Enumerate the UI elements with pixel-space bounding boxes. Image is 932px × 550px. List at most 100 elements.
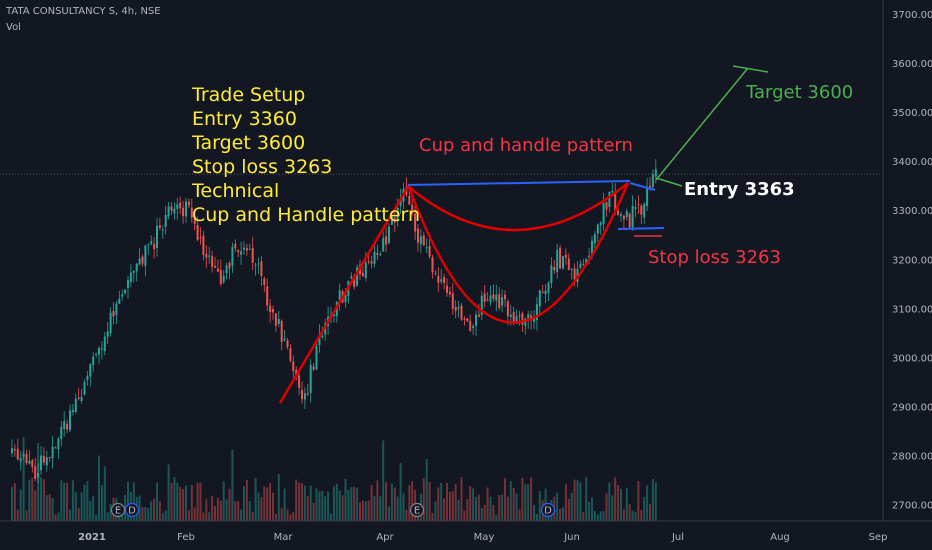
volume-bar [164,510,167,521]
candle-body [34,466,37,479]
volume-bar [89,500,92,521]
volume-bar [42,479,45,521]
candle-body [321,335,324,338]
price-tick-label: 3300.00 [892,206,932,217]
volume-bar [364,501,367,521]
volume-bar [318,491,321,521]
candle-body [570,268,573,270]
volume-bar [289,514,292,521]
volume-bar [393,487,396,521]
candle-body [637,204,640,206]
volume-bar [382,440,385,521]
price-tick-label: 3000.00 [892,353,932,364]
candle-body [501,297,504,306]
candle-body [431,257,434,273]
candle-body [45,457,48,466]
volume-bar [170,482,173,521]
volume-bar [373,495,376,521]
volume-bar [179,486,182,521]
candle-body [170,206,173,211]
candle-body [649,185,651,188]
price-tick-label: 2900.00 [892,402,932,413]
candle-body [614,193,617,212]
candle-body [11,448,13,454]
volume-bar [422,478,425,521]
volume-bar [628,504,631,521]
volume-bar [495,514,498,521]
volume-bar [483,505,486,521]
candle-body [211,256,214,267]
candle-body [60,426,63,439]
candle-body [382,238,385,252]
volume-bar [637,481,640,521]
volume-bar [399,462,402,521]
volume-bar [390,483,393,521]
volume-bar [274,513,277,521]
volume-bar [245,479,248,521]
candle-body [182,207,185,217]
volume-bar [347,489,350,521]
candle-body [121,294,124,297]
candle-body [315,346,318,370]
volume-bar [202,512,205,521]
candle-body [164,214,167,227]
volume-bar [443,498,446,521]
volume-bar [13,483,16,521]
candle-body [269,305,272,312]
volume-bar [573,479,576,521]
volume-bar [388,506,390,521]
candle-body [446,285,448,293]
candle-body [57,438,60,450]
candle-body [509,314,512,317]
candle-body [544,290,547,295]
candle-body [620,214,622,216]
candle-body [396,207,399,221]
symbol-title: TATA CONSULTANCY S, 4h, NSE [6,6,161,17]
candle-body [135,263,138,272]
volume-bar [158,501,161,521]
volume-bar [16,509,19,521]
volume-bar [86,481,89,521]
volume-bar [408,485,411,521]
volume-bar [625,488,628,521]
volume-bar [646,485,649,521]
candle-body [153,243,156,250]
candle-body [257,263,260,265]
candle-body [295,370,298,377]
candle-body [263,278,266,286]
rising-trendline [278,184,411,404]
candle-body [434,273,437,275]
volume-bar [286,509,289,521]
candle-body [579,263,582,268]
volume-bar [187,510,190,521]
candle-body [472,326,475,329]
volume-bar [504,478,506,521]
candle-body [622,215,625,220]
candle-body [547,282,550,293]
candle-body [95,353,98,355]
price-tick-label: 3600.00 [892,59,932,70]
candle-body [654,169,657,177]
candle-body [312,366,315,370]
candle-body [245,248,248,251]
time-tick-label: Jun [563,532,580,543]
volume-bar [396,496,399,521]
volume-bar [161,513,164,521]
volume-bar [248,501,251,521]
candle-body [477,314,480,317]
candle-body [356,267,359,286]
volume-bar [190,484,193,521]
volume-bar [535,514,538,521]
time-tick-label: 2021 [78,532,106,543]
event-label: E [414,506,420,517]
candle-body [640,205,643,215]
candle-body [301,390,303,400]
candle-body [611,191,614,193]
volume-bar [176,482,179,521]
volume-bar [31,477,34,521]
volume-bar [240,509,243,521]
volume-bar [562,507,564,521]
candle-body [205,253,208,258]
volume-bar [301,483,303,521]
